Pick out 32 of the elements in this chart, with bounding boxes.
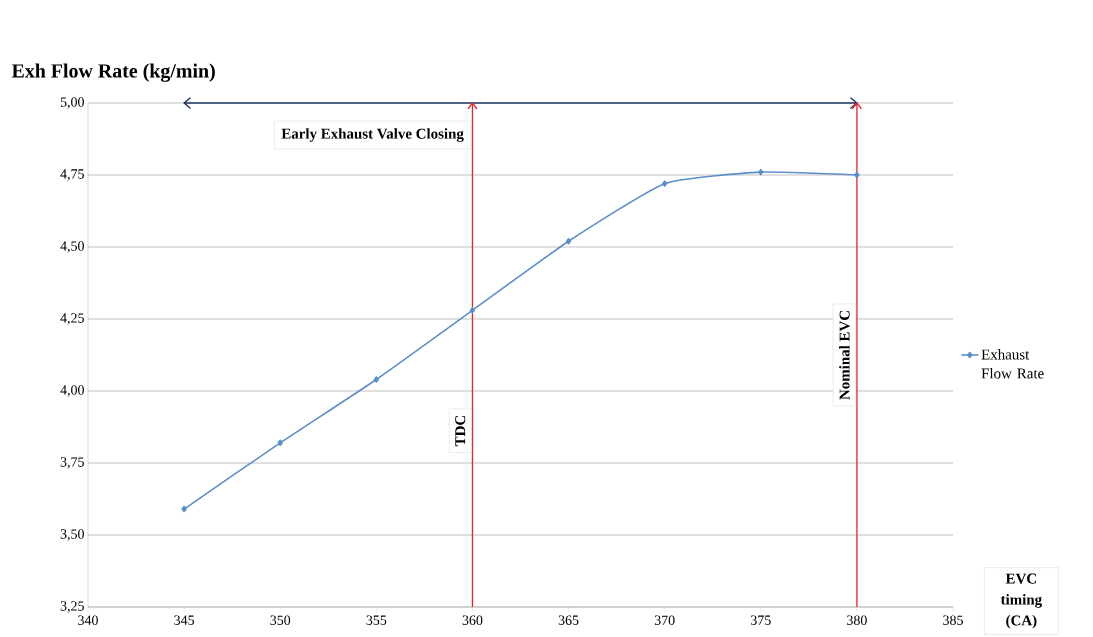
annotation: Early Exhaust Valve Closing	[281, 128, 464, 142]
ref-line-label: Nominal EVC	[839, 311, 850, 400]
point	[373, 376, 379, 383]
x-tick-label: 350	[270, 615, 291, 625]
legend-label: Exhaust Flow Rate	[981, 349, 1044, 379]
y-tick-label: 5,00	[60, 97, 84, 109]
point	[469, 307, 476, 314]
x-tick-label: 340	[78, 615, 98, 625]
x-tick-label: 355	[366, 615, 387, 625]
y-tick-label: 4,25	[60, 313, 84, 325]
y-tick-label: 4,75	[60, 169, 84, 181]
y-tick-label: 4,00	[60, 385, 84, 397]
x-tick-label: 385	[943, 615, 963, 625]
y-tick-label: 3,50	[60, 529, 84, 541]
y-tick-label: 3,75	[60, 457, 84, 469]
point	[181, 505, 187, 513]
y-tick-label: 4,50	[60, 241, 84, 253]
x-tick-label: 380	[847, 615, 867, 625]
x-tick-label: 345	[174, 615, 195, 625]
x-tick-label: 365	[558, 615, 579, 625]
y-axis-title: Exh Flow Rate (kg/min)	[11, 63, 215, 82]
x-tick-label: 370	[654, 615, 675, 625]
point	[758, 168, 764, 176]
x-tick-label: 375	[751, 615, 771, 625]
ref-line-label: TDC	[455, 415, 466, 447]
x-tick-label: 360	[462, 615, 483, 625]
point	[662, 180, 668, 187]
x-axis-title: EVC timing (CA)	[1000, 573, 1042, 629]
point	[565, 237, 572, 245]
point	[277, 439, 283, 447]
point	[854, 171, 860, 179]
y-tick-label: 3,25	[60, 601, 84, 613]
